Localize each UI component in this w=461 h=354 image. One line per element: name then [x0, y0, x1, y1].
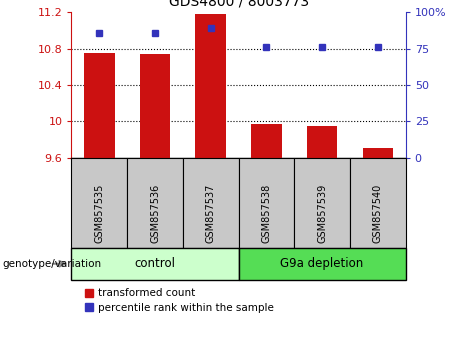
Bar	[362, 148, 393, 158]
Bar	[140, 54, 170, 158]
Bar	[294, 158, 350, 248]
Text: G9a depletion: G9a depletion	[280, 257, 364, 270]
Bar	[71, 248, 239, 280]
Bar	[195, 14, 226, 158]
Bar	[84, 53, 115, 158]
Text: genotype/variation: genotype/variation	[2, 259, 101, 269]
Bar	[238, 158, 294, 248]
Bar	[251, 124, 282, 158]
Bar	[183, 158, 238, 248]
Bar	[307, 126, 337, 158]
Text: GSM857539: GSM857539	[317, 184, 327, 243]
Text: GSM857538: GSM857538	[261, 184, 272, 243]
Bar	[127, 158, 183, 248]
Text: GSM857537: GSM857537	[206, 184, 216, 243]
Bar	[71, 158, 127, 248]
Text: GSM857540: GSM857540	[373, 184, 383, 243]
Bar	[350, 158, 406, 248]
Bar	[238, 248, 406, 280]
Text: GSM857536: GSM857536	[150, 184, 160, 243]
Title: GDS4800 / 8003773: GDS4800 / 8003773	[169, 0, 308, 8]
Text: control: control	[135, 257, 176, 270]
Text: GSM857535: GSM857535	[95, 184, 104, 243]
Legend: transformed count, percentile rank within the sample: transformed count, percentile rank withi…	[85, 289, 274, 313]
